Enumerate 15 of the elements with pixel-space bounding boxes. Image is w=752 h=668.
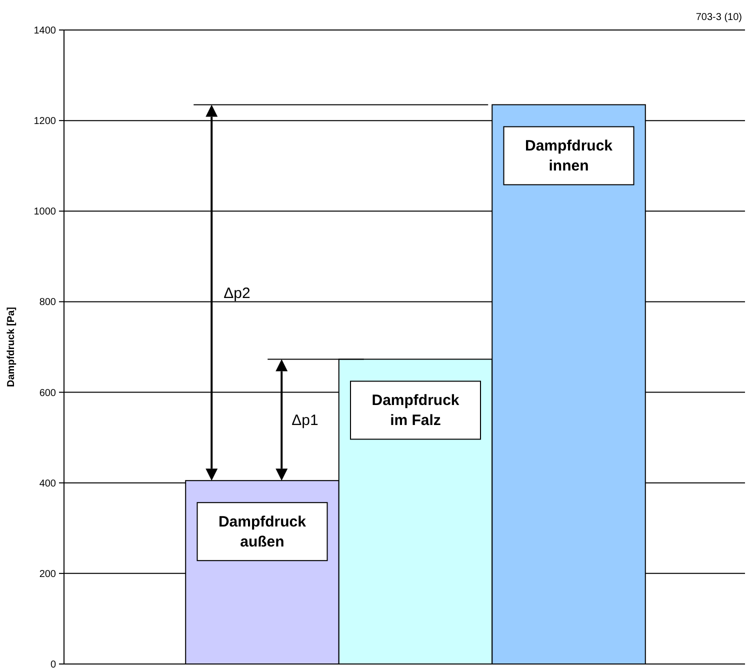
annotation: Dampfdruck außen	[218, 514, 307, 551]
annotation: Dampfdruck im Falz	[372, 392, 460, 430]
text: 703-3 (10)	[696, 12, 742, 23]
y-tick-label: 400	[39, 478, 56, 490]
annotation: Δp1	[292, 412, 318, 430]
y-tick-label: 800	[39, 297, 56, 308]
y-tick-label: 1200	[34, 116, 56, 128]
y-tick-label: 0	[50, 660, 56, 668]
y-axis-title: Dampfdruck [Pa]	[6, 306, 17, 388]
annotation: Dampfdruck innen	[524, 138, 614, 175]
y-tick-label: 1400	[34, 26, 56, 36]
annotation: Δp2	[224, 284, 250, 302]
y-tick-label: 1000	[34, 206, 56, 218]
y-tick-label: 200	[39, 568, 56, 580]
y-tick-label: 600	[39, 388, 56, 399]
